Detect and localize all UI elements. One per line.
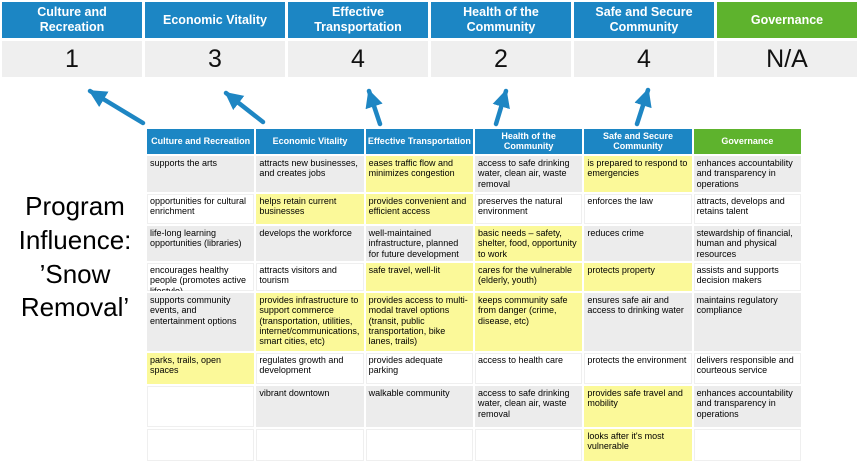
matrix-cell: provides convenient and efficient access xyxy=(364,193,474,225)
matrix-cell: maintains regulatory compliance xyxy=(692,292,802,352)
matrix-cell: vibrant downtown xyxy=(255,385,365,428)
matrix-cell: helps retain current businesses xyxy=(255,193,365,225)
up-arrow-icon xyxy=(223,90,266,125)
program-title-line: ’Snow xyxy=(39,258,111,289)
matrix-cell: keeps community safe from danger (crime,… xyxy=(474,292,584,352)
matrix-cell: regulates growth and development xyxy=(255,352,365,385)
matrix-cell: delivers responsible and courteous servi… xyxy=(692,352,802,385)
matrix-header-cell: Safe and Secure Community xyxy=(583,128,693,155)
scoreboard-header-cell: Culture and Recreation xyxy=(2,2,142,38)
matrix-cell: encourages healthy people (promotes acti… xyxy=(146,262,256,292)
matrix-cell xyxy=(364,428,474,462)
matrix-header-cell: Governance xyxy=(692,128,802,155)
matrix-cell: enhances accountability and transparency… xyxy=(692,155,802,193)
scoreboard-header-cell: Economic Vitality xyxy=(145,2,285,38)
matrix-cell xyxy=(146,385,256,428)
scoreboard: Culture and Recreation Economic Vitality E… xyxy=(2,2,857,77)
matrix-cell: opportunities for cultural enrichment xyxy=(146,193,256,225)
scoreboard-header-cell: Effective Transportation xyxy=(288,2,428,38)
matrix-cell: well-maintained infrastructure, planned … xyxy=(364,225,474,262)
matrix-cell: protects property xyxy=(583,262,693,292)
up-arrow-icon xyxy=(634,87,652,127)
program-title: Program Influence: ’Snow Removal’ xyxy=(0,190,150,325)
matrix-cell: enhances accountability and transparency… xyxy=(692,385,802,428)
matrix-cell xyxy=(692,428,802,462)
scoreboard-score-cell: 3 xyxy=(145,41,285,77)
scoreboard-header-cell: Safe and Secure Community xyxy=(574,2,714,38)
matrix-cell: cares for the vulnerable (elderly, youth… xyxy=(474,262,584,292)
matrix-cell: develops the workforce xyxy=(255,225,365,262)
scoreboard-score-cell: N/A xyxy=(717,41,857,77)
scoreboard-score-cell: 2 xyxy=(431,41,571,77)
matrix-cell: ensures safe air and access to drinking … xyxy=(583,292,693,352)
matrix-cell: provides access to multi-modal travel op… xyxy=(364,292,474,352)
matrix-cell: reduces crime xyxy=(583,225,693,262)
matrix-cell: attracts, develops and retains talent xyxy=(692,193,802,225)
matrix-cell: assists and supports decision makers xyxy=(692,262,802,292)
scoreboard-score-cell: 4 xyxy=(574,41,714,77)
matrix-header-cell: Health of the Community xyxy=(474,128,584,155)
matrix-cell: supports community events, and entertain… xyxy=(146,292,256,352)
program-title-line: Program xyxy=(25,191,125,221)
matrix-cell: safe travel, well-lit xyxy=(364,262,474,292)
matrix-cell: protects the environment xyxy=(583,352,693,385)
matrix-cell: provides safe travel and mobility xyxy=(583,385,693,428)
matrix-cell: enforces the law xyxy=(583,193,693,225)
scoreboard-header-cell: Governance xyxy=(717,2,857,38)
matrix-cell: is prepared to respond to emergencies xyxy=(583,155,693,193)
matrix-cell: looks after it's most vulnerable xyxy=(583,428,693,462)
matrix-cell: access to safe drinking water, clean air… xyxy=(474,385,584,428)
matrix-header-cell: Culture and Recreation xyxy=(146,128,256,155)
matrix-cell: attracts visitors and tourism xyxy=(255,262,365,292)
matrix-cell: life-long learning opportunities (librar… xyxy=(146,225,256,262)
matrix-cell: attracts new businesses, and creates job… xyxy=(255,155,365,193)
matrix-cell: preserves the natural environment xyxy=(474,193,584,225)
up-arrow-icon xyxy=(87,88,146,126)
matrix-cell: stewardship of financial, human and phys… xyxy=(692,225,802,262)
matrix-cell: supports the arts xyxy=(146,155,256,193)
up-arrow-icon xyxy=(365,88,383,127)
up-arrow-icon xyxy=(492,88,510,127)
matrix-cell xyxy=(146,428,256,462)
matrix-cell xyxy=(474,428,584,462)
matrix-cell: eases traffic flow and minimizes congest… xyxy=(364,155,474,193)
matrix-cell xyxy=(255,428,365,462)
matrix-cell: basic needs – safety, shelter, food, opp… xyxy=(474,225,584,262)
influence-matrix: Culture and Recreation Economic Vitality E… xyxy=(146,128,802,462)
matrix-cell: provides infrastructure to support comme… xyxy=(255,292,365,352)
matrix-header-cell: Economic Vitality xyxy=(255,128,365,155)
matrix-cell: provides adequate parking xyxy=(364,352,474,385)
program-title-line: Removal’ xyxy=(20,292,130,323)
scoreboard-score-cell: 1 xyxy=(2,41,142,77)
scoreboard-header-cell: Health of the Community xyxy=(431,2,571,38)
scoreboard-score-cell: 4 xyxy=(288,41,428,77)
matrix-header-cell: Effective Transportation xyxy=(364,128,474,155)
matrix-cell: access to health care xyxy=(474,352,584,385)
matrix-cell: parks, trails, open spaces xyxy=(146,352,256,385)
matrix-cell: walkable community xyxy=(364,385,474,428)
program-title-line: Influence: xyxy=(18,224,132,255)
matrix-cell: access to safe drinking water, clean air… xyxy=(474,155,584,193)
